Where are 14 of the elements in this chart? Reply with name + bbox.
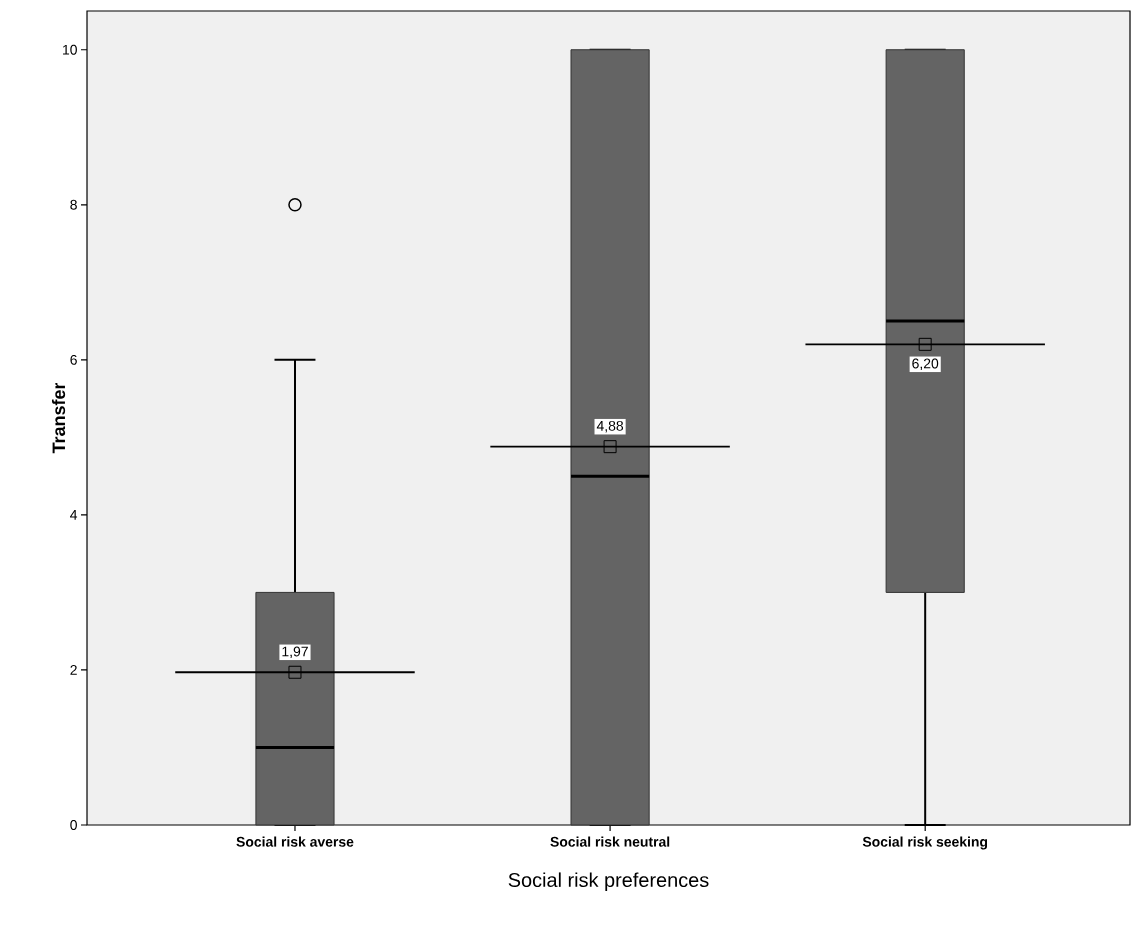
y-tick-label: 2 [70,665,77,675]
ref-line-label: 6,20 [912,358,939,371]
y-tick-label: 10 [63,44,77,55]
y-tick-label: 0 [70,820,77,830]
ref-line-label: 1,97 [282,646,308,659]
x-axis-title: Social risk preferences [508,872,709,891]
y-tick-label: 4 [70,510,78,520]
y-tick-label: 8 [70,199,77,210]
x-tick-label: Social risk neutral [550,836,670,847]
ref-line-label: 4,88 [596,420,624,433]
x-tick-label: Social risk seeking [862,836,988,850]
y-axis-title: Transfer [51,382,66,454]
y-tick-label: 6 [70,354,77,365]
x-tick-label: Social risk averse [236,836,354,847]
